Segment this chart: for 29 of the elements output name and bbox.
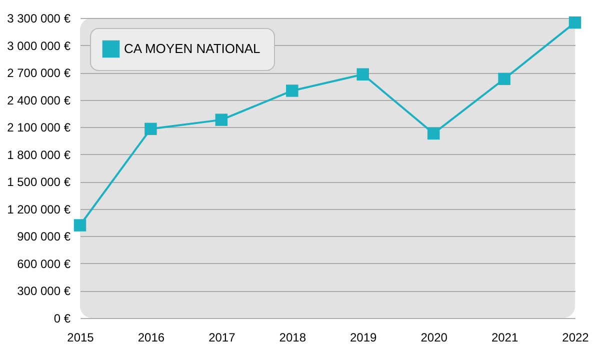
y-tick-label: 3 000 000 €	[7, 38, 71, 53]
x-tick-label: 2016	[138, 330, 165, 344]
point	[286, 84, 298, 97]
y-tick-label: 900 000 €	[17, 230, 71, 244]
y-tick-label: 1 800 000 €	[7, 148, 71, 162]
x-tick-label: 2019	[350, 330, 378, 344]
x-tick-label: 2022	[562, 330, 590, 344]
x-tick-label: 2018	[279, 330, 306, 344]
y-tick-label: 300 000 €	[17, 284, 71, 298]
y-tick-label: 1 200 000 €	[7, 202, 71, 216]
point	[356, 68, 369, 80]
y-tick-label: 2 100 000 €	[7, 120, 71, 135]
point	[498, 72, 510, 86]
y-tick-label: 2 700 000 €	[7, 66, 71, 80]
x-tick-label: 2020	[420, 330, 448, 344]
point	[568, 16, 582, 29]
x-tick-label: 2015	[67, 330, 94, 344]
point	[144, 122, 157, 136]
point	[74, 219, 86, 232]
y-tick-label: 0 €	[54, 312, 71, 326]
y-tick-label: 1 500 000 €	[7, 175, 71, 190]
x-tick-label: 2017	[208, 330, 236, 344]
y-tick-label: 3 300 000 €	[7, 12, 71, 26]
y-tick-label: 2 400 000 €	[7, 93, 71, 108]
point	[427, 127, 440, 140]
legend-label: CA MOYEN NATIONAL	[124, 41, 260, 56]
point	[215, 114, 228, 126]
x-tick-label: 2021	[491, 330, 518, 344]
y-tick-label: 600 000 €	[17, 256, 71, 271]
